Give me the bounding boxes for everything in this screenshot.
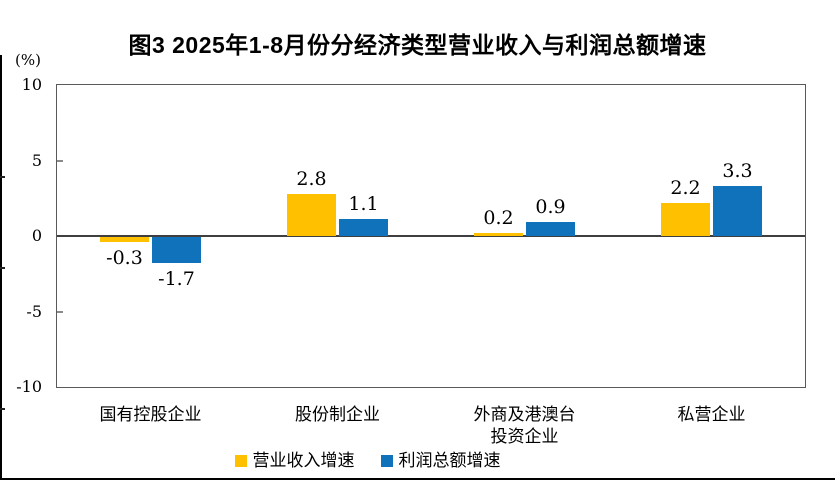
y-axis-tick-mark xyxy=(57,310,63,313)
bar-value-label: -1.7 xyxy=(158,267,195,290)
y-axis-tick-mark xyxy=(57,159,63,162)
bar-value-label: -0.3 xyxy=(106,246,143,269)
bar-series-1-group-1 xyxy=(339,219,388,236)
y-tick-label: 5 xyxy=(31,150,42,170)
y-tick-label: -5 xyxy=(26,301,42,321)
bar-value-label: 2.8 xyxy=(296,167,327,190)
bar-series-1-group-0 xyxy=(152,237,201,263)
y-tick-label: -10 xyxy=(16,377,42,396)
bar-series-0-group-3 xyxy=(661,202,710,236)
bar-value-label: 1.1 xyxy=(348,193,379,216)
bar-value-label: 3.3 xyxy=(722,160,753,183)
image-bottom-border xyxy=(0,478,835,480)
category-label: 外商及港澳台 投资企业 xyxy=(473,405,576,446)
bar-series-0-group-2 xyxy=(474,232,523,236)
category-label: 股份制企业 xyxy=(295,405,380,424)
bar-value-label: 0.9 xyxy=(535,196,566,219)
bar-series-0-group-0 xyxy=(100,237,149,242)
plot-area: -0.3 -1.7 国有控股企业 2.8 1.1 股份制企业 0.2 0.9 外商及港澳台 投资… xyxy=(56,84,806,446)
legend-swatch-icon xyxy=(380,455,393,467)
category-label: 国有控股企业 xyxy=(99,405,202,424)
bar-series-0-group-1 xyxy=(287,193,336,236)
left-edge-tick xyxy=(0,176,5,178)
y-axis-unit-label: (%) xyxy=(15,51,41,69)
chart-title: 图3 2025年1-8月份分经济类型营业收入与利润总额增速 xyxy=(128,32,707,58)
legend-item-1: 利润总额增速 xyxy=(380,451,501,470)
bar-series-1-group-2 xyxy=(526,222,575,236)
bar-series-1-group-3 xyxy=(713,186,762,236)
bar-value-label: 2.2 xyxy=(670,176,701,199)
legend: 营业收入增速 利润总额增速 xyxy=(0,452,785,470)
y-tick-label: 0 xyxy=(31,226,42,245)
y-tick-label: 10 xyxy=(21,75,42,94)
legend-label: 营业收入增速 xyxy=(252,451,355,470)
bar-value-label: 0.2 xyxy=(483,206,514,229)
left-edge-tick xyxy=(0,408,5,410)
zero-baseline xyxy=(57,235,805,237)
left-edge-tick xyxy=(0,267,5,269)
legend-swatch-icon xyxy=(234,455,247,467)
category-label: 私营企业 xyxy=(677,405,746,424)
legend-item-0: 营业收入增速 xyxy=(234,451,355,470)
legend-label: 利润总额增速 xyxy=(398,451,501,470)
